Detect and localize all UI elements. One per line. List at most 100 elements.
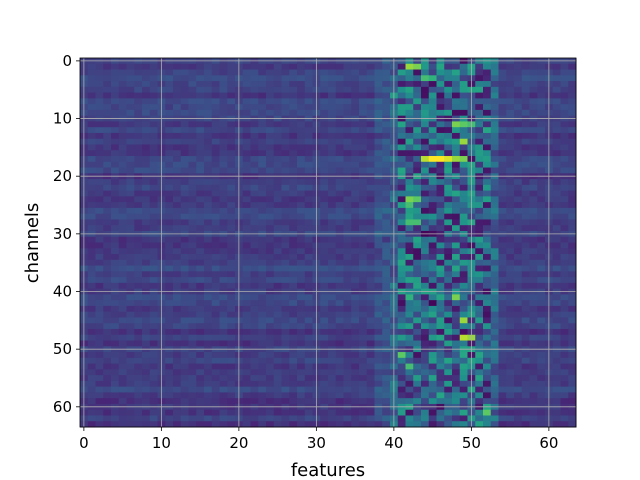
heatmap-cell [304, 265, 313, 272]
heatmap-cell [366, 202, 375, 209]
heatmap-cell [281, 236, 290, 243]
heatmap-cell [428, 63, 437, 71]
heatmap-cell [173, 86, 182, 94]
heatmap-cell [142, 271, 151, 278]
heatmap-cell [142, 92, 151, 99]
heatmap-cell [281, 317, 290, 324]
heatmap-cell [374, 121, 383, 128]
heatmap-cell [514, 81, 523, 88]
heatmap-cell [413, 138, 422, 145]
heatmap-cell [250, 398, 259, 405]
heatmap-cell [95, 81, 104, 88]
heatmap-cell [126, 271, 135, 278]
heatmap-cell [568, 311, 577, 318]
heatmap-cell [514, 196, 523, 203]
heatmap-cell [126, 340, 135, 347]
heatmap-cell [328, 81, 337, 88]
heatmap-cell [211, 132, 220, 140]
heatmap-cell [366, 81, 375, 88]
heatmap-cell [537, 156, 546, 163]
heatmap-cell [359, 75, 368, 82]
heatmap-cell [521, 121, 530, 128]
heatmap-cell [459, 92, 468, 99]
heatmap-cell [335, 207, 344, 215]
heatmap-cell [227, 179, 236, 186]
heatmap-cell [289, 311, 298, 318]
heatmap-cell [289, 271, 298, 278]
heatmap-cell [103, 375, 112, 382]
heatmap-cell [227, 196, 236, 203]
heatmap-cell [560, 415, 569, 422]
heatmap-cell [514, 207, 523, 215]
heatmap-cell [343, 352, 352, 359]
heatmap-cell [483, 121, 492, 128]
heatmap-cell [227, 104, 236, 111]
heatmap-cell [506, 271, 515, 278]
heatmap-cell [165, 167, 174, 174]
heatmap-cell [204, 300, 213, 307]
heatmap-cell [142, 109, 151, 117]
heatmap-cell [304, 282, 313, 290]
heatmap-cell [568, 167, 577, 174]
heatmap-cell [266, 363, 275, 370]
heatmap-cell [506, 207, 515, 215]
heatmap-cell [490, 104, 499, 111]
heatmap-cell [227, 248, 236, 255]
heatmap-cell [87, 398, 96, 405]
heatmap-cell [444, 132, 453, 140]
heatmap-cell [281, 132, 290, 140]
heatmap-cell [227, 352, 236, 359]
heatmap-cell [126, 386, 135, 393]
heatmap-cell [188, 104, 197, 111]
heatmap-cell [374, 282, 383, 290]
heatmap-cell [359, 328, 368, 336]
heatmap-cell [87, 109, 96, 117]
heatmap-cell [204, 242, 213, 249]
heatmap-cell [165, 69, 174, 76]
heatmap-cell [374, 236, 383, 243]
heatmap-cell [374, 254, 383, 261]
heatmap-cell [289, 184, 298, 192]
heatmap-cell [498, 317, 507, 324]
heatmap-cell [165, 150, 174, 157]
heatmap-cell [428, 121, 437, 128]
heatmap-cell [180, 271, 189, 278]
heatmap-cell [374, 202, 383, 209]
heatmap-cell [436, 254, 445, 261]
heatmap-cell [359, 161, 368, 169]
heatmap-cell [537, 294, 546, 301]
heatmap-cell [304, 236, 313, 243]
heatmap-cell [188, 161, 197, 169]
heatmap-cell [475, 225, 484, 232]
heatmap-cell [118, 259, 127, 267]
heatmap-cell [87, 132, 96, 140]
heatmap-cell [374, 305, 383, 313]
heatmap-cell [374, 196, 383, 203]
heatmap-cell [366, 392, 375, 399]
heatmap-cell [103, 271, 112, 278]
heatmap-cell [498, 271, 507, 278]
heatmap-cell [227, 357, 236, 365]
heatmap-cell [483, 386, 492, 393]
heatmap-cell [552, 380, 561, 388]
heatmap-cell [227, 75, 236, 82]
heatmap-cell [428, 207, 437, 215]
heatmap-cell [196, 132, 205, 140]
heatmap-cell [421, 415, 430, 422]
heatmap-cell [297, 81, 306, 88]
heatmap-cell [211, 248, 220, 255]
heatmap-cell [506, 127, 515, 134]
heatmap-cell [359, 207, 368, 215]
heatmap-cell [281, 75, 290, 82]
heatmap-cell [421, 248, 430, 255]
heatmap-cell [529, 317, 538, 324]
heatmap-cell [514, 265, 523, 272]
heatmap-cell [196, 340, 205, 347]
heatmap-cell [397, 300, 406, 307]
heatmap-cell [111, 81, 120, 88]
heatmap-cell [297, 259, 306, 267]
heatmap-cell [436, 277, 445, 284]
heatmap-cell [568, 92, 577, 99]
heatmap-cell [118, 109, 127, 117]
heatmap-cell [281, 392, 290, 399]
